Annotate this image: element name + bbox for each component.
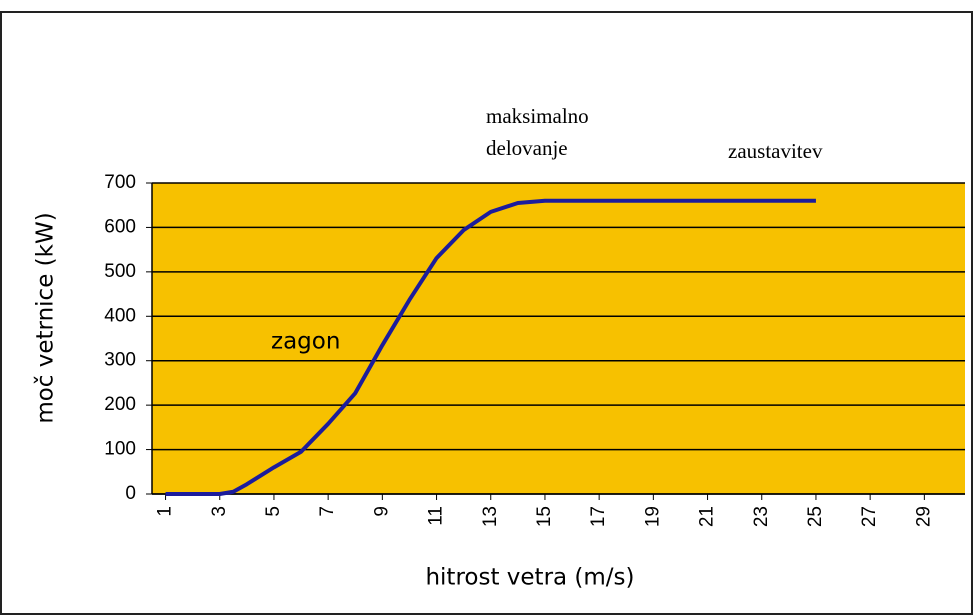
annotation: zaustavitev [728,139,823,163]
line [165,198,816,496]
frame [0,11,973,615]
y-tick-label: 300 [104,350,136,371]
x-tick-label: 21 [697,506,718,527]
x-tick-label: 25 [805,506,826,527]
x-tick-label: 9 [371,506,392,517]
annotation: maksimalno [486,104,589,128]
annotation: zagon [271,329,340,355]
x-tick-label: 15 [534,506,555,527]
y-tick-label: 500 [104,261,136,282]
plot-background [152,183,965,494]
y-tick-label: 400 [104,305,136,326]
x-tick-label: 11 [426,506,447,526]
y-tick-label: 0 [125,483,136,504]
y-tick-label: 100 [104,439,136,460]
y-tick-label: 700 [104,172,136,193]
x-tick-label: 3 [209,506,230,517]
x-axis-title: hitrost vetra (m/s) [425,565,634,591]
y-tick-label: 600 [104,216,136,237]
x-tick-label: 23 [751,506,772,527]
x-tick-label: 7 [317,506,338,517]
x-tick-label: 1 [155,506,176,517]
x-tick-label: 19 [642,506,663,527]
x-tick-label: 13 [480,506,501,527]
x-tick-label: 29 [913,506,934,527]
x-tick-label: 27 [859,506,880,527]
y-tick-label: 200 [104,394,136,415]
y-axis-title: moč vetrnice (kW) [33,212,59,423]
x-tick-label: 5 [263,506,284,517]
x-tick-label: 17 [588,506,609,527]
annotation: delovanje [486,136,568,160]
